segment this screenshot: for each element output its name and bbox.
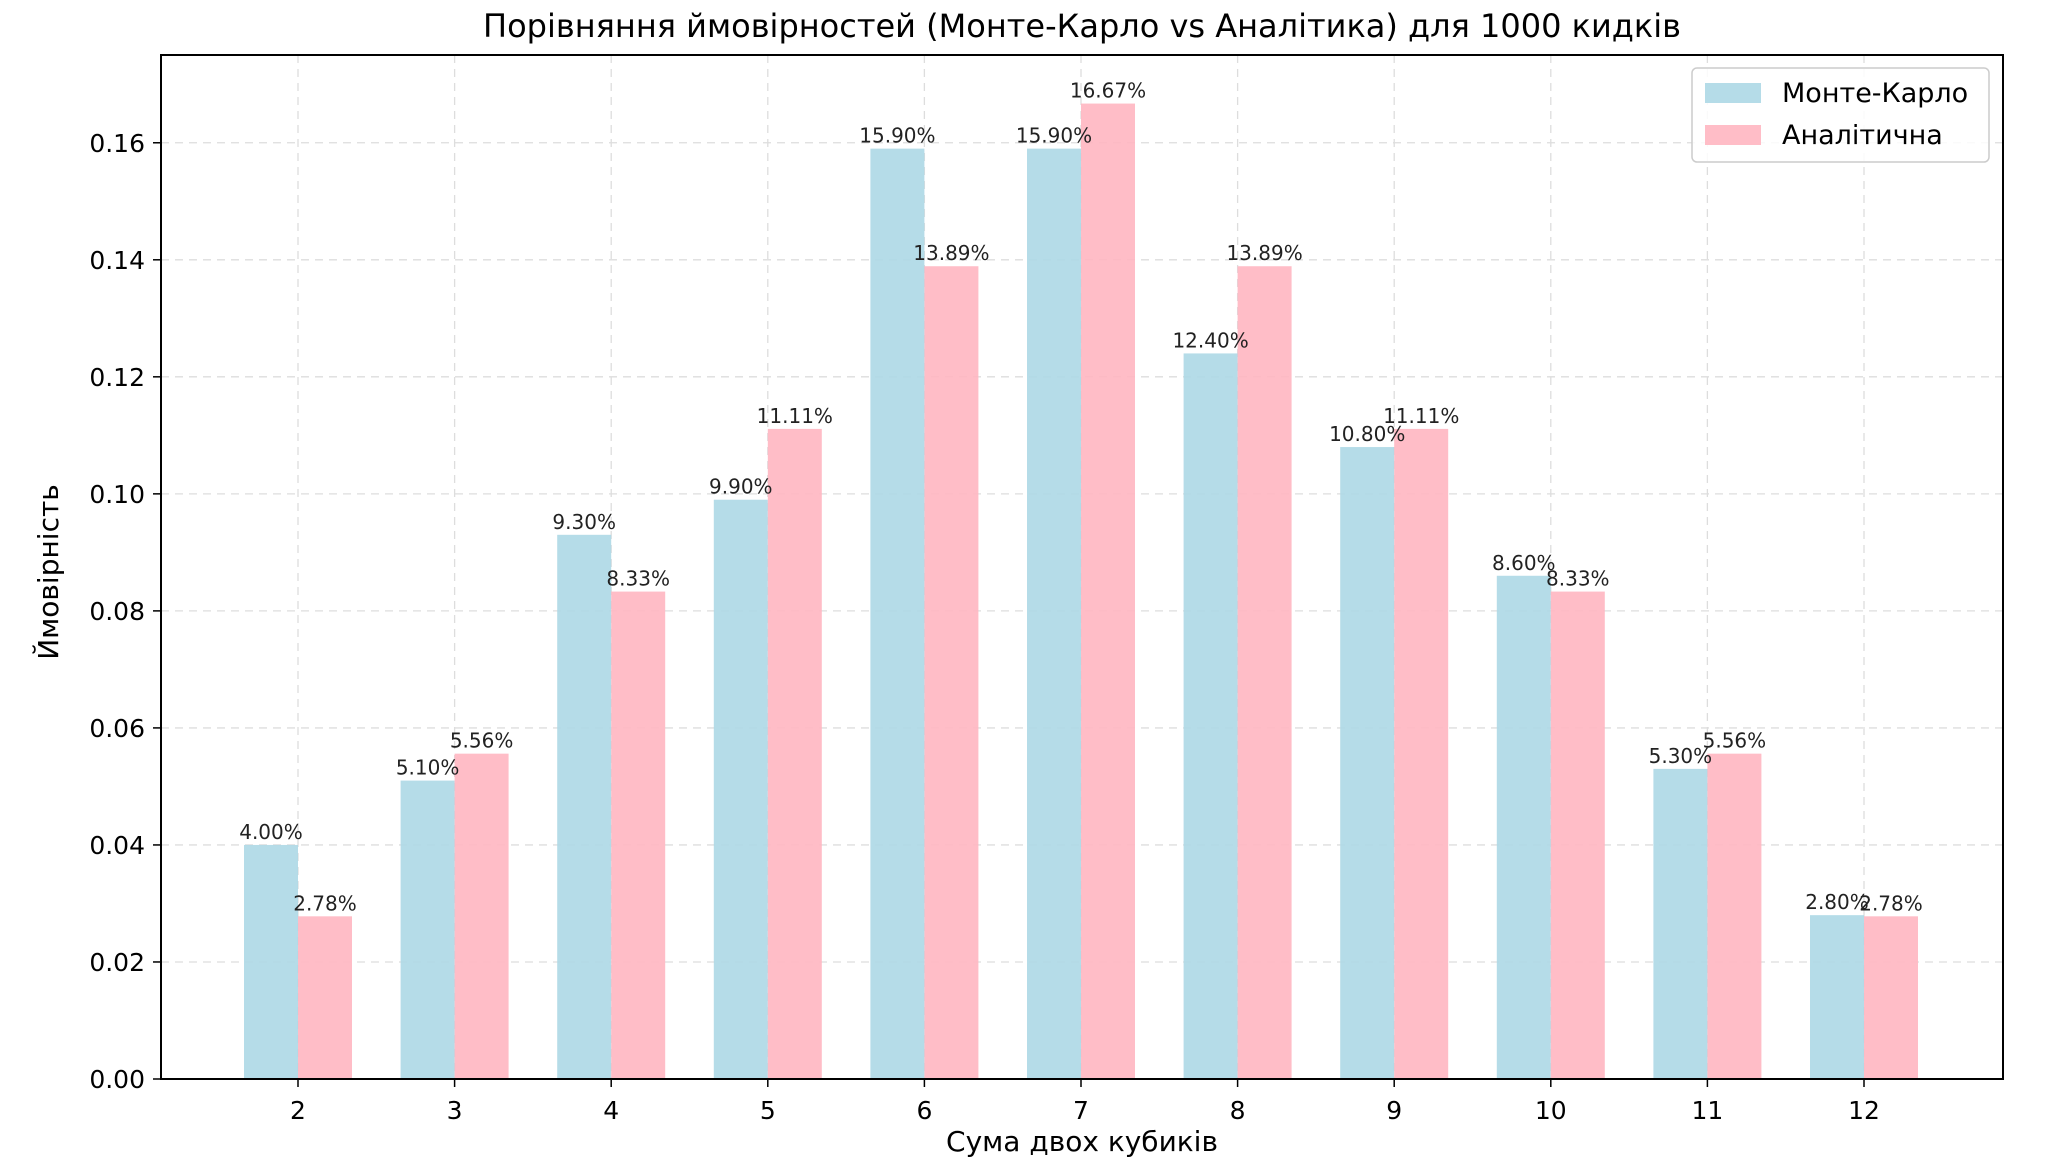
y-tick-label: 0.00 bbox=[89, 1065, 145, 1094]
y-tick-label: 0.08 bbox=[89, 597, 145, 626]
data-label-analytical: 5.56% bbox=[450, 729, 514, 753]
bar-monte-carlo bbox=[1496, 575, 1551, 1079]
data-label-analytical: 11.11% bbox=[1383, 404, 1459, 428]
data-label-monte-carlo: 5.10% bbox=[396, 756, 460, 780]
x-tick-label: 4 bbox=[603, 1096, 619, 1125]
data-label-analytical: 16.67% bbox=[1070, 79, 1146, 103]
x-tick-label: 2 bbox=[290, 1096, 306, 1125]
bar-analytical bbox=[1237, 266, 1292, 1079]
data-label-analytical: 8.33% bbox=[1546, 567, 1610, 591]
data-label-analytical: 8.33% bbox=[606, 567, 670, 591]
legend-swatch-monte-carlo bbox=[1705, 83, 1761, 103]
data-label-monte-carlo: 8.60% bbox=[1492, 551, 1556, 575]
bar-monte-carlo bbox=[1810, 915, 1864, 1079]
bar-analytical bbox=[1550, 591, 1605, 1079]
x-tick-label: 5 bbox=[760, 1096, 776, 1125]
bar-monte-carlo bbox=[1183, 353, 1238, 1079]
data-label-monte-carlo: 15.90% bbox=[859, 124, 935, 148]
y-tick-label: 0.02 bbox=[89, 948, 145, 977]
y-tick-label: 0.14 bbox=[89, 246, 145, 275]
bar-analytical bbox=[611, 591, 666, 1079]
data-label-monte-carlo: 10.80% bbox=[1329, 422, 1405, 446]
bar-analytical bbox=[767, 428, 822, 1080]
legend-label-monte-carlo: Монте-Карло bbox=[1782, 78, 1968, 109]
data-label-analytical: 5.56% bbox=[1703, 729, 1767, 753]
y-tick-label: 0.12 bbox=[89, 363, 145, 392]
x-tick-label: 11 bbox=[1691, 1096, 1723, 1125]
legend-label-analytical: Аналітична bbox=[1782, 120, 1943, 151]
data-label-monte-carlo: 9.30% bbox=[552, 510, 616, 534]
bar-analytical bbox=[924, 266, 979, 1079]
bar-analytical bbox=[298, 916, 352, 1079]
x-tick-label: 3 bbox=[447, 1096, 463, 1125]
bars bbox=[244, 103, 1918, 1080]
x-tick-label: 12 bbox=[1848, 1096, 1880, 1125]
data-label-analytical: 13.89% bbox=[913, 241, 989, 265]
x-tick-label: 6 bbox=[916, 1096, 932, 1125]
bar-analytical bbox=[1864, 916, 1918, 1079]
chart-title: Порівняння ймовірностей (Монте-Карло vs … bbox=[483, 7, 1681, 45]
data-labels: 4.00% 5.10% 9.30% 9.90% 15.90% 15.90% 12.40% 10… bbox=[239, 79, 1923, 916]
x-tick-label: 9 bbox=[1386, 1096, 1402, 1125]
bar-monte-carlo bbox=[400, 780, 455, 1079]
bar-monte-carlo bbox=[870, 148, 925, 1079]
legend-box bbox=[1691, 67, 1990, 163]
y-tick-label: 0.16 bbox=[89, 129, 145, 158]
bar-analytical bbox=[1394, 428, 1449, 1080]
data-label-monte-carlo: 5.30% bbox=[1649, 744, 1713, 768]
data-label-analytical: 2.78% bbox=[1859, 891, 1923, 915]
x-tick-label: 8 bbox=[1230, 1096, 1246, 1125]
bar-monte-carlo bbox=[1027, 148, 1081, 1079]
data-label-monte-carlo: 9.90% bbox=[709, 475, 773, 499]
bar-analytical bbox=[1707, 753, 1762, 1079]
y-axis-label: Ймовірність bbox=[31, 484, 65, 660]
plot-frame bbox=[160, 54, 2004, 1080]
data-label-monte-carlo: 4.00% bbox=[239, 820, 303, 844]
y-tick-label: 0.04 bbox=[89, 831, 145, 860]
data-label-monte-carlo: 12.40% bbox=[1172, 328, 1248, 352]
data-label-analytical: 2.78% bbox=[293, 891, 357, 915]
legend-swatch-analytical bbox=[1705, 125, 1761, 145]
data-label-analytical: 11.11% bbox=[757, 404, 833, 428]
bar-analytical bbox=[454, 753, 509, 1079]
bar-analytical bbox=[1081, 103, 1135, 1080]
data-label-monte-carlo: 2.80% bbox=[1805, 890, 1869, 914]
x-tick-label: 10 bbox=[1535, 1096, 1567, 1125]
bar-monte-carlo bbox=[244, 844, 298, 1079]
data-label-analytical: 13.89% bbox=[1226, 241, 1302, 265]
axis-ticks: 2 3 4 5 6 7 8 9 10 11 12 0.00 0.02 0.04 0.06 0.08 0.10 0.… bbox=[89, 129, 1880, 1125]
y-tick-label: 0.06 bbox=[89, 714, 145, 743]
bar-monte-carlo bbox=[557, 534, 612, 1079]
data-label-monte-carlo: 15.90% bbox=[1016, 124, 1092, 148]
x-axis-label: Сума двох кубиків bbox=[946, 1125, 1218, 1158]
y-tick-label: 0.10 bbox=[89, 480, 145, 509]
bar-monte-carlo bbox=[1340, 447, 1395, 1079]
x-tick-label: 7 bbox=[1073, 1096, 1089, 1125]
legend: Монте-Карло Аналітична bbox=[1691, 67, 1990, 163]
bar-monte-carlo bbox=[713, 499, 768, 1079]
bar-monte-carlo bbox=[1653, 768, 1708, 1079]
